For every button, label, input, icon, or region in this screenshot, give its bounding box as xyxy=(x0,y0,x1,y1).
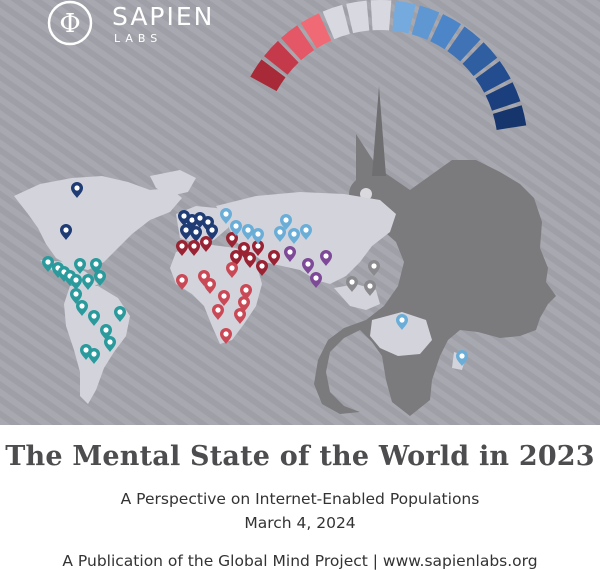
logo-wordmark: SAPIEN xyxy=(112,2,215,31)
map-pin-center xyxy=(255,231,261,237)
map-pin-center xyxy=(179,243,185,249)
gauge-hub-center xyxy=(360,188,372,200)
map-pin-center xyxy=(271,253,277,259)
phi-logo-icon: Φ xyxy=(47,0,93,46)
gauge-segment xyxy=(447,26,481,62)
map-pin-center xyxy=(74,185,80,191)
map-pin-center xyxy=(223,331,229,337)
gauge-segment xyxy=(430,14,462,50)
map-pin-center xyxy=(459,353,465,359)
map-pin-center xyxy=(291,231,297,237)
map-pin-center xyxy=(223,211,229,217)
map-pin-center xyxy=(91,351,97,357)
map-pin-center xyxy=(103,327,109,333)
map-pin-center xyxy=(193,229,199,235)
map-pin-center xyxy=(215,307,221,313)
gauge-segment xyxy=(462,42,498,77)
gauge-segment xyxy=(250,59,286,92)
gauge-segment xyxy=(411,5,440,40)
map-pin-center xyxy=(303,227,309,233)
map-pin-center xyxy=(45,259,51,265)
map-pin-center xyxy=(191,243,197,249)
map-pin-center xyxy=(349,279,355,285)
map-pin-center xyxy=(183,227,189,233)
cover-illustration: Φ SAPIEN LABS xyxy=(0,0,600,425)
greenland xyxy=(150,170,196,196)
map-pin-center xyxy=(245,227,251,233)
gauge-segment xyxy=(346,0,370,34)
publication-line: A Publication of the Global Mind Project… xyxy=(62,552,538,570)
map-pin-center xyxy=(241,245,247,251)
map-pin-center xyxy=(63,227,69,233)
map-pin-center xyxy=(207,281,213,287)
map-pin-center xyxy=(313,275,319,281)
map-pin-center xyxy=(91,313,97,319)
map-pin-center xyxy=(107,339,113,345)
south-america xyxy=(64,286,130,404)
sapien-labs-logo: Φ SAPIEN LABS xyxy=(44,0,244,52)
map-pin-center xyxy=(243,287,249,293)
map-pin-center xyxy=(323,253,329,259)
australia xyxy=(370,312,432,356)
gauge-segment xyxy=(392,0,416,34)
map-pin-center xyxy=(181,213,187,219)
gauge-segment xyxy=(492,105,527,130)
map-pin-center xyxy=(237,311,243,317)
map-pin-center xyxy=(399,317,405,323)
map-pin-center xyxy=(93,261,99,267)
country-pins xyxy=(42,182,468,366)
map-pin-center xyxy=(197,215,203,221)
map-pin-center xyxy=(367,283,373,289)
gauge-segment xyxy=(475,61,511,93)
gauge-segment xyxy=(485,82,521,111)
map-pin-center xyxy=(179,277,185,283)
map-pin-center xyxy=(83,347,89,353)
map-pin-center xyxy=(259,263,265,269)
gauge-segment xyxy=(300,13,332,49)
gauge-needle xyxy=(372,86,386,176)
north-america xyxy=(14,176,182,270)
map-pin-center xyxy=(203,239,209,245)
map-pin-center xyxy=(77,261,83,267)
map-pin-center xyxy=(117,309,123,315)
map-pin-center xyxy=(371,263,377,269)
map-pin-center xyxy=(283,217,289,223)
cover-text: The Mental State of the World in 2023 A … xyxy=(0,425,600,570)
svg-text:Φ: Φ xyxy=(59,9,80,39)
map-pin-center xyxy=(247,255,253,261)
gauge-segment xyxy=(280,25,315,61)
map-pin-center xyxy=(277,229,283,235)
map-pin-center xyxy=(229,265,235,271)
gauge-segment xyxy=(322,4,350,40)
map-pin-center xyxy=(85,277,91,283)
mood-gauge xyxy=(250,0,527,130)
map-pin-center xyxy=(255,243,261,249)
map-pin-center xyxy=(73,277,79,283)
logo-subtext: LABS xyxy=(114,32,163,45)
map-pin-center xyxy=(221,293,227,299)
map-pin-center xyxy=(287,249,293,255)
map-pin-center xyxy=(233,253,239,259)
map-pin-center xyxy=(241,299,247,305)
map-pin-center xyxy=(97,273,103,279)
gauge-segment xyxy=(370,0,392,31)
report-date: March 4, 2024 xyxy=(244,514,356,532)
report-subtitle: A Perspective on Internet-Enabled Popula… xyxy=(120,490,480,508)
map-pin-center xyxy=(79,303,85,309)
illustration-svg xyxy=(0,0,600,425)
map-pin-center xyxy=(201,273,207,279)
map-pin-center xyxy=(73,291,79,297)
report-title: The Mental State of the World in 2023 xyxy=(5,441,595,472)
map-pin-center xyxy=(209,227,215,233)
map-pin-center xyxy=(189,217,195,223)
map-pin-center xyxy=(229,235,235,241)
map-pin-center xyxy=(233,223,239,229)
map-pin-center xyxy=(205,219,211,225)
gauge-segment xyxy=(264,40,299,75)
map-pin-center xyxy=(305,261,311,267)
